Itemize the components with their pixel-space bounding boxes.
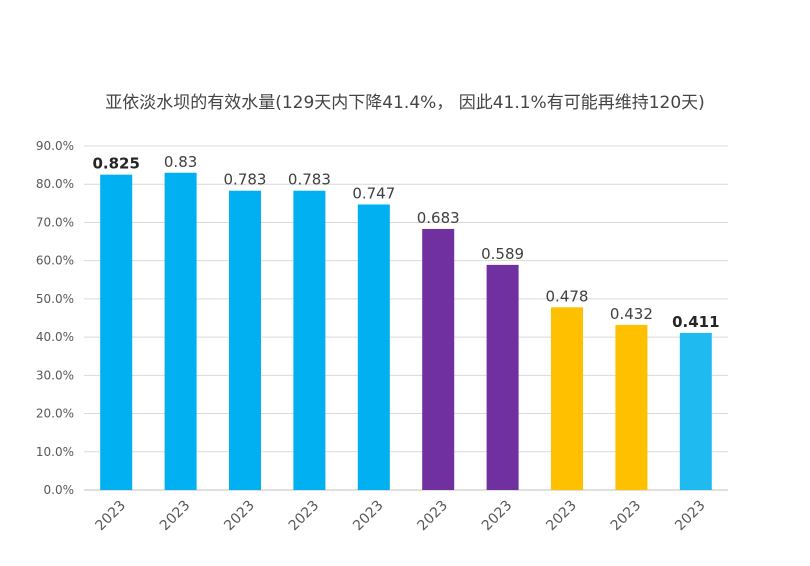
chart-title: 亚依淡水坝的有效水量(129天内下降41.4%， 因此41.1%有可能再维持12…: [105, 93, 705, 113]
value-label: 0.411: [672, 313, 719, 331]
value-label: 0.432: [610, 305, 653, 323]
x-tick-label: 2023: [286, 498, 323, 535]
value-label: 0.478: [546, 287, 589, 305]
bar: [679, 332, 712, 490]
bar: [100, 174, 133, 490]
x-tick-label: 2023: [157, 498, 194, 535]
value-label: 0.825: [92, 155, 139, 173]
value-label: 0.783: [224, 171, 267, 189]
x-tick-label: 2023: [221, 498, 258, 535]
x-tick-label: 2023: [415, 498, 452, 535]
value-label: 0.83: [164, 153, 197, 171]
x-tick-label: 2023: [350, 498, 387, 535]
y-tick-label: 10.0%: [36, 445, 74, 459]
bar: [164, 172, 197, 490]
x-tick-label: 2023: [672, 498, 709, 535]
y-tick-label: 70.0%: [36, 215, 74, 229]
y-tick-label: 0.0%: [44, 483, 75, 497]
bar: [615, 324, 648, 490]
bar: [229, 190, 261, 490]
bar: [486, 264, 519, 490]
x-tick-label: 2023: [608, 498, 645, 535]
y-tick-label: 20.0%: [36, 407, 74, 421]
y-tick-label: 40.0%: [36, 330, 74, 344]
x-tick-label: 2023: [543, 498, 580, 535]
x-tick-label: 2023: [479, 498, 516, 535]
y-tick-label: 90.0%: [36, 139, 74, 153]
bar: [293, 190, 326, 490]
y-tick-label: 80.0%: [36, 177, 74, 191]
x-tick-label: 2023: [93, 498, 130, 535]
y-tick-label: 50.0%: [36, 292, 74, 306]
bar: [551, 307, 583, 490]
bar: [357, 204, 390, 491]
value-label: 0.683: [417, 209, 460, 227]
value-label: 0.783: [288, 171, 331, 189]
y-tick-label: 60.0%: [36, 254, 74, 268]
value-label: 0.589: [481, 245, 524, 263]
value-label: 0.747: [352, 184, 395, 202]
y-tick-label: 30.0%: [36, 368, 74, 382]
bar: [422, 228, 455, 491]
